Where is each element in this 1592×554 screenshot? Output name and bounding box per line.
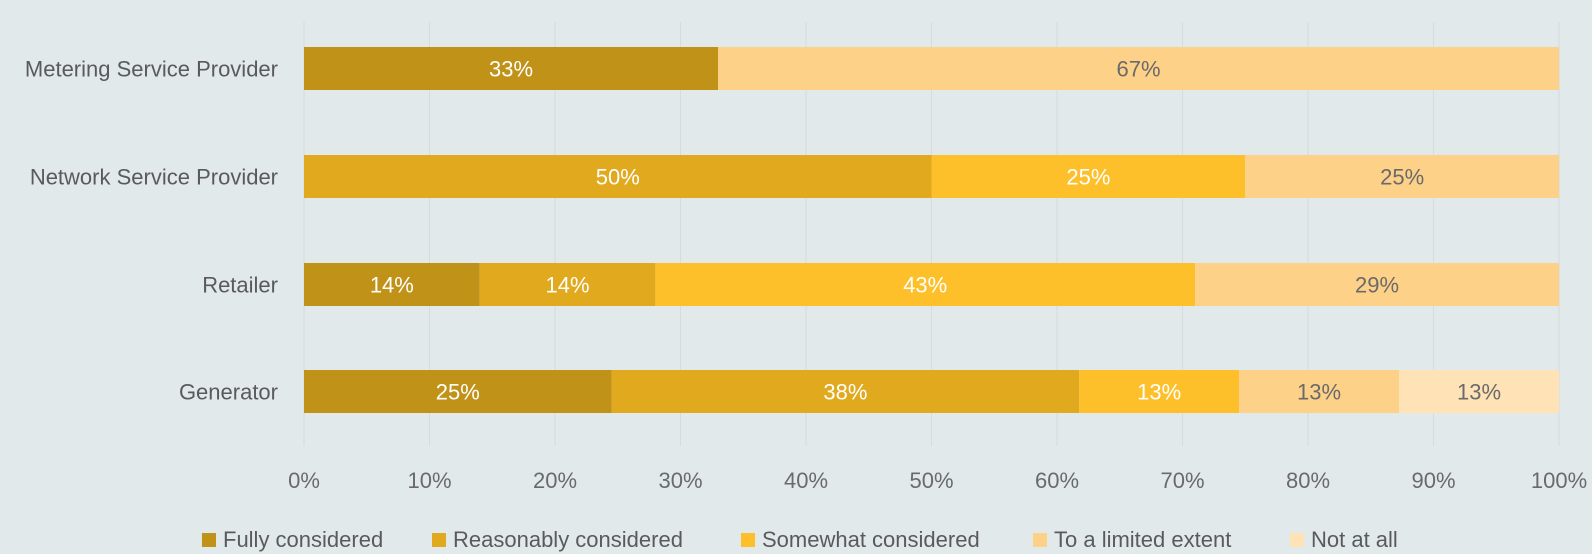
data-label: 67% (1117, 57, 1161, 82)
legend-label: To a limited extent (1054, 527, 1231, 552)
data-label: 13% (1137, 380, 1181, 405)
legend-label: Fully considered (223, 527, 383, 552)
category-label: Generator (179, 380, 278, 405)
legend-swatch (432, 533, 446, 547)
legend-label: Somewhat considered (762, 527, 980, 552)
data-label: 25% (436, 380, 480, 405)
legend-item-to-a-limited-extent: To a limited extent (1033, 527, 1231, 552)
data-label: 25% (1380, 165, 1424, 190)
x-tick-label: 60% (1035, 468, 1079, 493)
data-label: 50% (596, 165, 640, 190)
category-label: Metering Service Provider (25, 57, 278, 82)
x-tick-label: 30% (658, 468, 702, 493)
legend: Fully considered Reasonably considered Som… (202, 527, 1398, 552)
bar-segment-reasonably-considered (304, 155, 932, 198)
bar-segment-fully-considered (304, 263, 480, 306)
x-tick-label: 90% (1411, 468, 1455, 493)
legend-item-somewhat-considered: Somewhat considered (741, 527, 980, 552)
bar-segment-to-a-limited-extent (1195, 263, 1559, 306)
x-tick-label: 50% (909, 468, 953, 493)
x-tick-label: 40% (784, 468, 828, 493)
x-tick-label: 70% (1160, 468, 1204, 493)
category-label: Network Service Provider (30, 165, 278, 190)
legend-swatch (202, 533, 216, 547)
x-tick-label: 100% (1531, 468, 1587, 493)
legend-item-fully-considered: Fully considered (202, 527, 383, 552)
data-label: 13% (1457, 380, 1501, 405)
bar-segment-reasonably-considered (479, 263, 656, 306)
legend-item-not-at-all: Not at all (1290, 527, 1398, 552)
legend-label: Reasonably considered (453, 527, 683, 552)
bars: 33% 67% 50% 25% 25% 14% 14% 43% 29% 25% 38% 13% 13% 1… (304, 47, 1559, 413)
x-tick-label: 80% (1286, 468, 1330, 493)
value-axis: 0% 10% 20% 30% 40% 50% 60% 70% 80% 90% 100% (288, 468, 1587, 493)
bar-segment-not-at-all (1399, 370, 1559, 413)
bar-segment-to-a-limited-extent (1239, 370, 1400, 413)
data-label: 14% (546, 273, 590, 298)
data-label: 33% (489, 57, 533, 82)
x-tick-label: 20% (533, 468, 577, 493)
legend-item-reasonably-considered: Reasonably considered (432, 527, 683, 552)
bar-segment-somewhat-considered (655, 263, 1196, 306)
data-label: 29% (1355, 273, 1399, 298)
legend-label: Not at all (1311, 527, 1398, 552)
x-tick-label: 0% (288, 468, 320, 493)
data-label: 14% (370, 273, 414, 298)
data-label: 43% (903, 273, 947, 298)
x-tick-label: 10% (407, 468, 451, 493)
bar-segment-to-a-limited-extent (718, 47, 1559, 90)
data-label: 38% (823, 380, 867, 405)
bar-segment-fully-considered (304, 370, 612, 413)
category-label: Retailer (202, 273, 278, 298)
bar-segment-reasonably-considered (611, 370, 1080, 413)
bar-segment-to-a-limited-extent (1245, 155, 1559, 198)
data-label: 25% (1066, 165, 1110, 190)
legend-swatch (741, 533, 755, 547)
legend-swatch (1033, 533, 1047, 547)
bar-segment-somewhat-considered (1079, 370, 1240, 413)
bar-segment-fully-considered (304, 47, 719, 90)
category-axis: Metering Service Provider Network Service… (25, 57, 278, 405)
legend-swatch (1290, 533, 1304, 547)
data-label: 13% (1297, 380, 1341, 405)
bar-segment-somewhat-considered (931, 155, 1246, 198)
